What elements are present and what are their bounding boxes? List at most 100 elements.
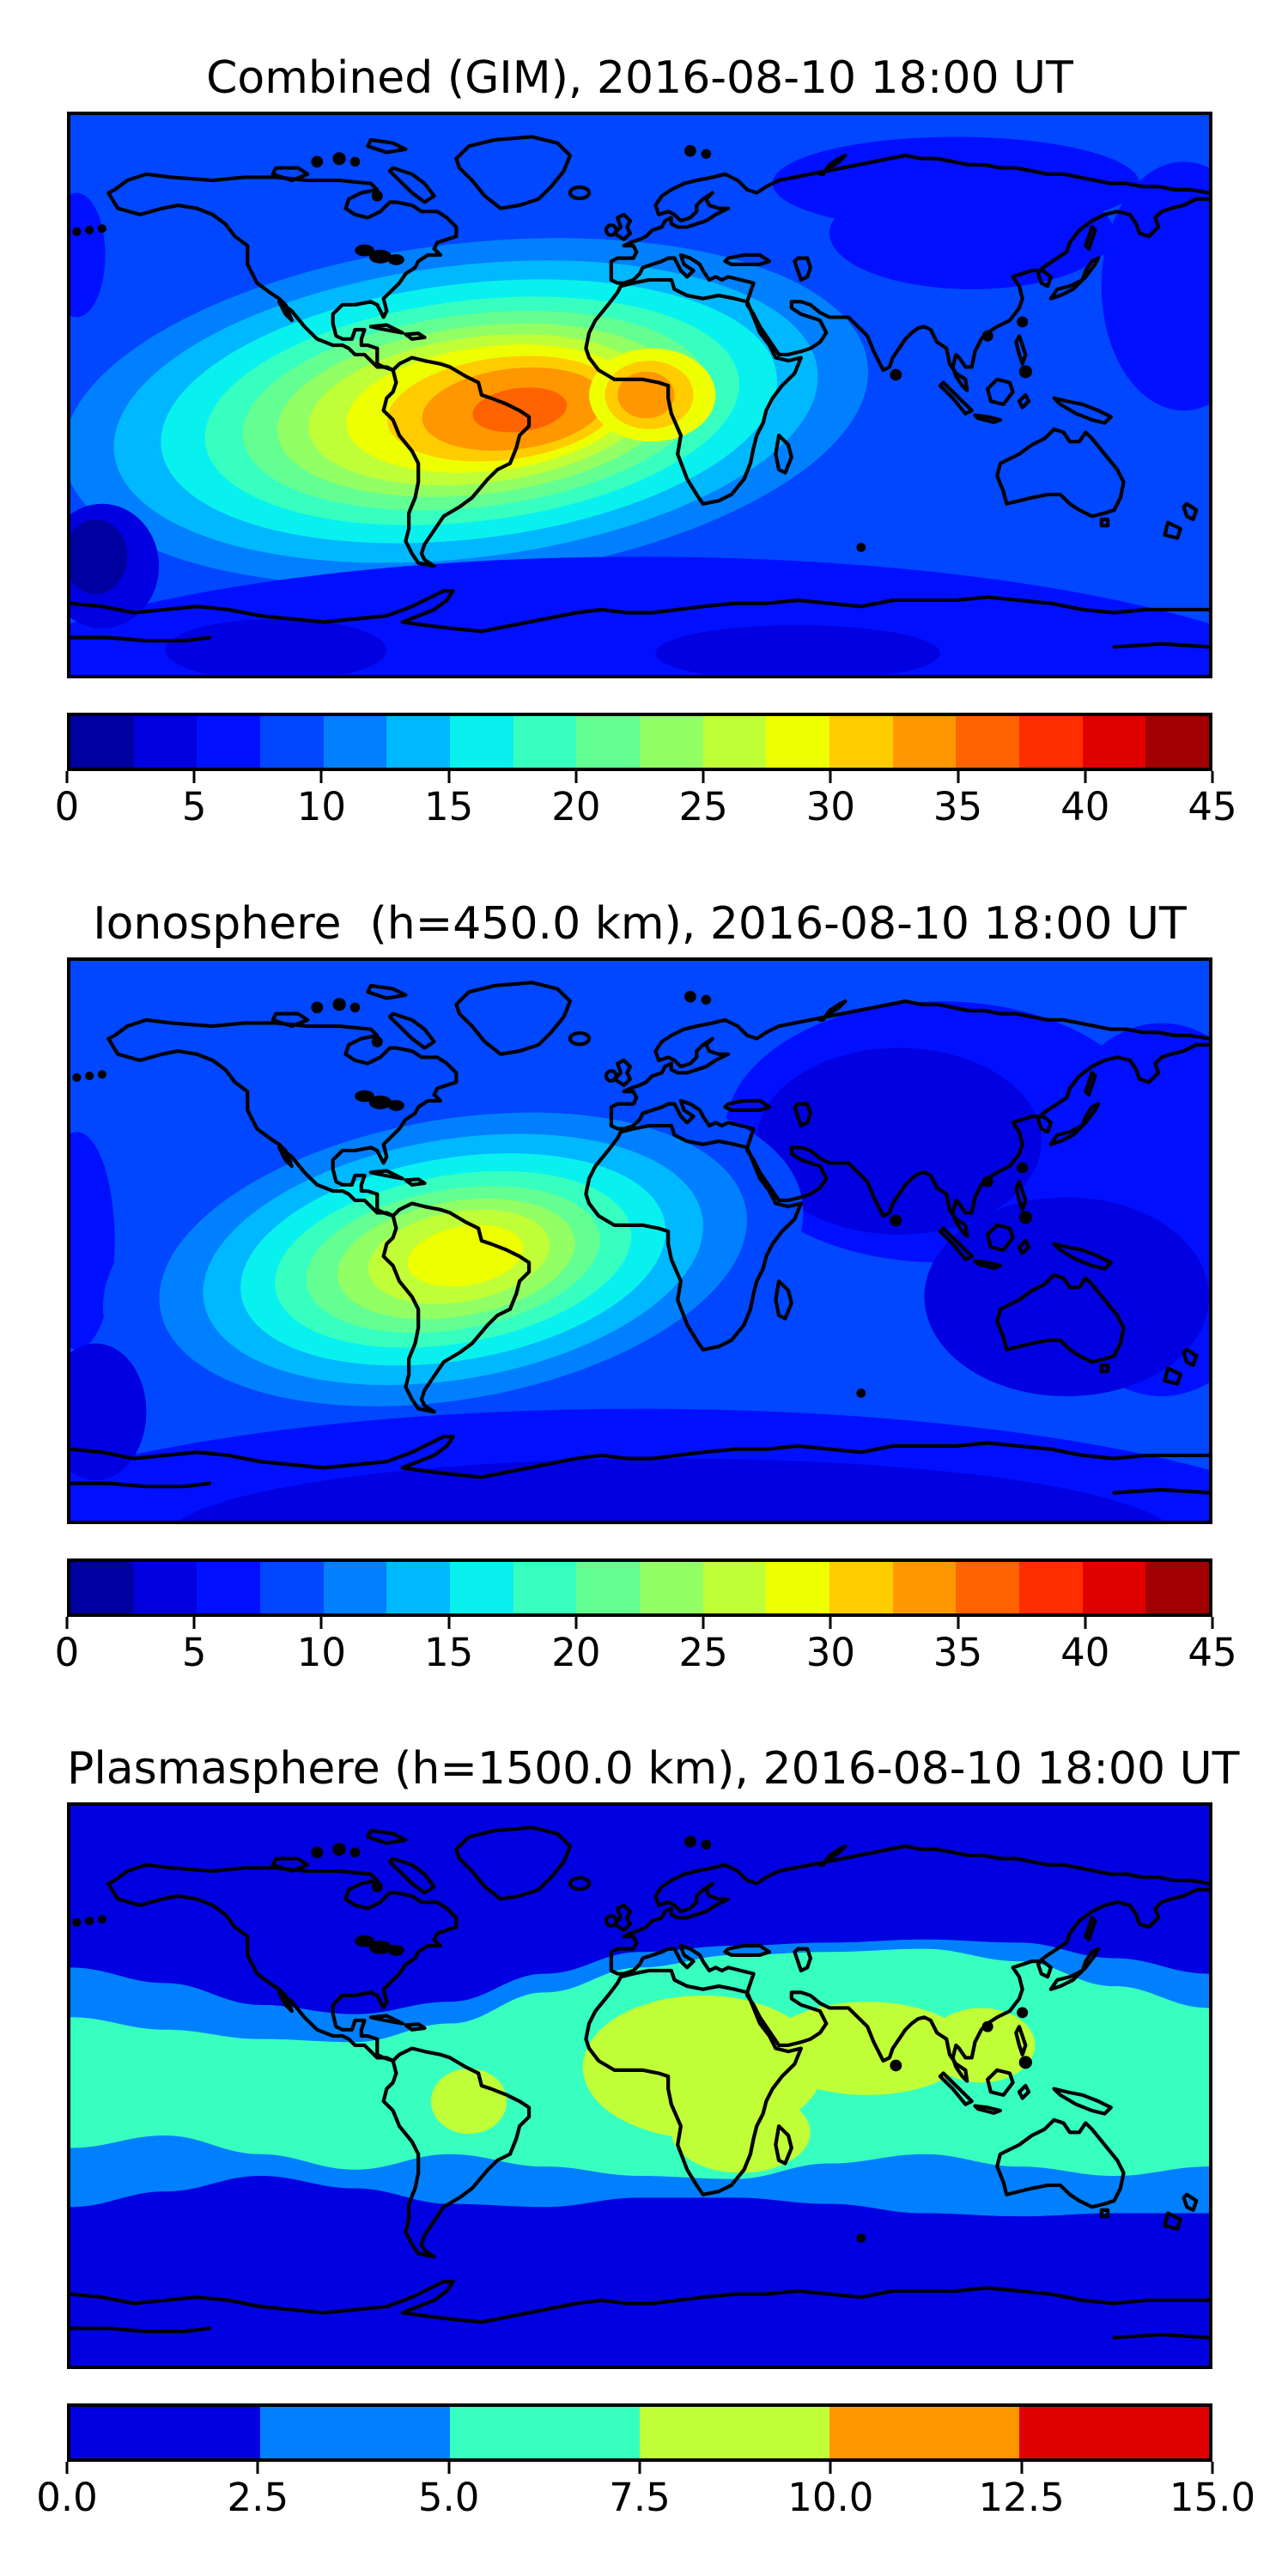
colorbar-tick (65, 1617, 69, 1629)
colorbar-tick (447, 1617, 451, 1629)
colorbar-tick-label: 12.5 (978, 2475, 1065, 2520)
contour-map-combined (70, 115, 1209, 675)
colorbar-labels-combined: 0 5 10 15 20 25 30 35 40 45 (55, 783, 1237, 831)
anomaly-rings-ionosphere (103, 1085, 804, 1433)
world-map-ionosphere (67, 957, 1212, 1524)
colorbar-segment (323, 716, 387, 768)
colorbar-segment (386, 1562, 451, 1613)
colorbar-segment (323, 1562, 387, 1613)
colorbar-tick (447, 2462, 451, 2474)
colorbar-segment (197, 1562, 261, 1613)
world-map-plasmasphere (67, 1802, 1212, 2369)
contour-fills-combined (70, 115, 1209, 675)
colorbar-tick (638, 2462, 641, 2474)
colorbar-tick-label: 35 (933, 1630, 983, 1675)
colorbar-tick (574, 771, 578, 783)
contour-fills-plasmasphere (70, 1806, 1209, 2366)
colorbar-segment (133, 716, 197, 768)
colorbar-segment (1019, 1562, 1083, 1613)
colorbar-tick (1211, 1617, 1214, 1629)
colorbar-segment (1019, 716, 1083, 768)
colorbar-segment (260, 716, 324, 768)
colorbar-tick-label: 0 (54, 1630, 80, 1675)
colorbar-segment (766, 716, 830, 768)
colorbar-tick-label: 15 (424, 784, 474, 829)
colorbar-segment (576, 1562, 641, 1613)
colorbar-tick (829, 1617, 832, 1629)
colorbar-segment (640, 716, 703, 768)
colorbar-tick-label: 40 (1060, 784, 1110, 829)
colorbar-tick (829, 771, 832, 783)
colorbar-segment (1082, 716, 1146, 768)
colorbar-tick-label: 40 (1060, 1630, 1110, 1675)
colorbar-tick-label: 25 (678, 1630, 728, 1675)
colorbar-labels-ionosphere: 0 5 10 15 20 25 30 35 40 45 (55, 1629, 1237, 1677)
colorbar-tick-label: 0.0 (36, 2475, 98, 2520)
enhanced-7p5-10 (430, 1995, 1036, 2173)
colorbar-tick (574, 1617, 578, 1629)
colorbar-segment (450, 1562, 513, 1613)
colorbar-tick (957, 1617, 960, 1629)
colorbar-ionosphere (67, 1558, 1212, 1617)
colorbar-tick (447, 771, 451, 783)
colorbar-combined (67, 713, 1212, 771)
colorbar-segment (829, 2407, 1019, 2458)
panel-title-combined: Combined (GIM), 2016-08-10 18:00 UT (206, 52, 1073, 104)
colorbar-tick-label: 30 (805, 784, 855, 829)
contour-fills-ionosphere (70, 961, 1209, 1521)
colorbar-tick (65, 2462, 69, 2474)
colorbar-segment (640, 1562, 703, 1613)
colorbar-tick-label: 45 (1188, 784, 1237, 829)
colorbar-ticks-plasmasphere (65, 2462, 1214, 2474)
colorbar-tick-label: 5 (181, 784, 207, 829)
africa-lobe-combined (589, 348, 716, 442)
colorbar-tick (319, 771, 323, 783)
colorbar-tick (957, 771, 960, 783)
colorbar-tick (1020, 2462, 1024, 2474)
colorbar-segment (702, 716, 767, 768)
colorbar-tick-label: 0 (54, 784, 80, 829)
colorbar-tick (1084, 1617, 1087, 1629)
colorbar-segment (1145, 1562, 1210, 1613)
colorbar-tick-label: 30 (805, 1630, 855, 1675)
contour-map-ionosphere (70, 961, 1209, 1521)
colorbar-tick (829, 2462, 832, 2474)
panel-title-plasmasphere: Plasmasphere (h=1500.0 km), 2016-08-10 1… (67, 1743, 1240, 1795)
colorbar-tick-label: 25 (678, 784, 728, 829)
colorbar-segment (450, 716, 513, 768)
colorbar-segment (766, 1562, 830, 1613)
colorbar-segment (70, 716, 134, 768)
colorbar-segment (1019, 2407, 1209, 2458)
colorbar-plasmasphere (67, 2403, 1212, 2462)
colorbar-segment (956, 716, 1020, 768)
colorbar-tick (256, 2462, 259, 2474)
panel-title-ionosphere: Ionosphere (h=450.0 km), 2016-08-10 18:0… (93, 898, 1187, 950)
colorbar-segment (892, 1562, 957, 1613)
colorbar-tick (319, 1617, 323, 1629)
colorbar-segment (640, 2407, 829, 2458)
colorbar-ticks-ionosphere (65, 1617, 1214, 1629)
colorbar-segment (892, 716, 957, 768)
colorbar-segment (133, 1562, 197, 1613)
world-map-combined (67, 112, 1212, 678)
colorbar-tick (65, 771, 69, 783)
colorbar-tick (192, 771, 196, 783)
colorbar-segment (386, 716, 451, 768)
colorbar-tick-label: 20 (551, 1630, 601, 1675)
colorbar-segment (260, 2407, 450, 2458)
colorbar-tick (1211, 771, 1214, 783)
colorbar-segment (197, 716, 261, 768)
colorbar-tick-label: 10 (296, 1630, 347, 1675)
colorbar-tick-label: 10.0 (787, 2475, 874, 2520)
colorbar-segment (829, 716, 893, 768)
colorbar-segment (576, 716, 641, 768)
colorbar-tick-label: 35 (933, 784, 983, 829)
colorbar-tick-label: 10 (296, 784, 347, 829)
colorbar-ticks-combined (65, 771, 1214, 783)
colorbar-labels-plasmasphere: 0.0 2.5 5.0 7.5 10.0 12.5 15.0 (36, 2474, 1255, 2522)
contour-map-plasmasphere (70, 1806, 1209, 2366)
colorbar-segment (829, 1562, 893, 1613)
colorbar-tick-label: 15 (424, 1630, 474, 1675)
colorbar-segment (70, 1562, 134, 1613)
